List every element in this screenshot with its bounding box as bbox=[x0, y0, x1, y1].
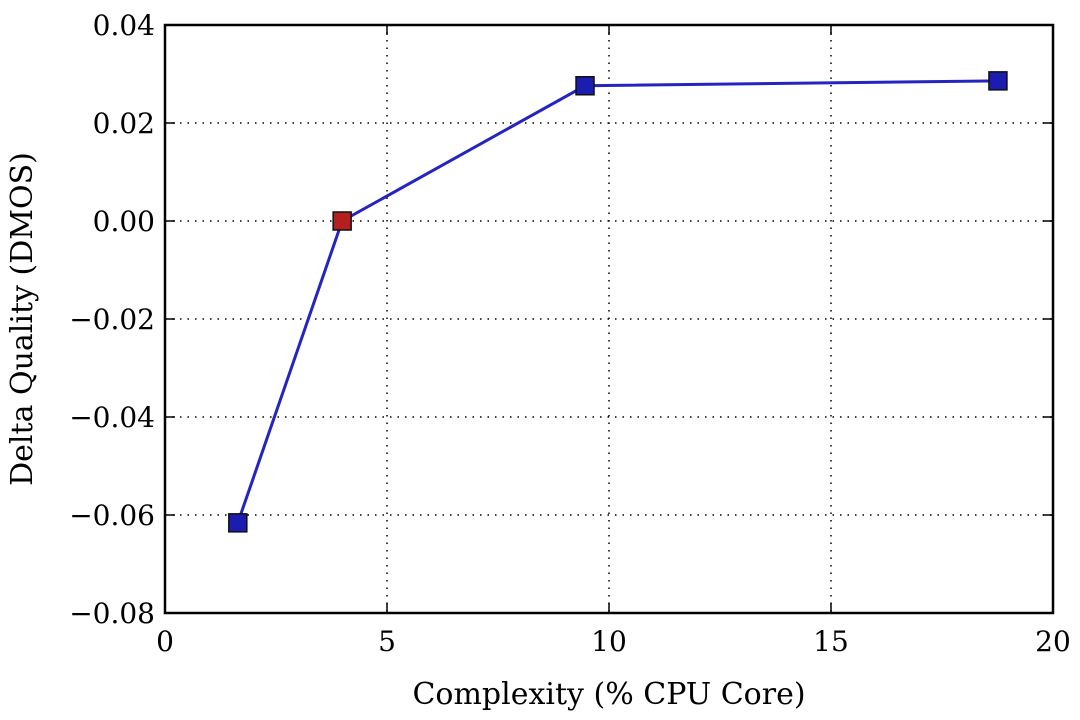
y-tick-label: −0.08 bbox=[69, 597, 155, 630]
x-tick-label: 20 bbox=[1035, 625, 1071, 658]
series bbox=[228, 71, 1008, 533]
data-point-marker bbox=[988, 71, 1008, 91]
data-point-marker bbox=[575, 76, 595, 96]
y-tick-label: 0.04 bbox=[93, 9, 155, 42]
x-tick-label: 5 bbox=[378, 625, 396, 658]
data-point-marker bbox=[332, 211, 352, 231]
data-point-marker bbox=[228, 513, 248, 533]
x-axis-label: Complexity (% CPU Core) bbox=[412, 677, 805, 712]
ticks: 0 5 10 15 20 −0.08 −0.06 −0.04 −0.02 0.00 0.02 0.04 bbox=[69, 9, 1071, 658]
y-tick-label: 0.02 bbox=[93, 107, 155, 140]
y-axis-label: Delta Quality (DMOS) bbox=[5, 152, 40, 486]
y-tick-label: −0.04 bbox=[69, 401, 155, 434]
y-tick-label: −0.02 bbox=[69, 303, 155, 336]
x-tick-label: 10 bbox=[591, 625, 627, 658]
y-tick-label: 0.00 bbox=[93, 205, 155, 238]
series-line bbox=[236, 79, 998, 524]
y-tick-label: −0.06 bbox=[69, 499, 155, 532]
x-tick-label: 0 bbox=[156, 625, 174, 658]
x-tick-label: 15 bbox=[813, 625, 849, 658]
grid bbox=[165, 25, 1053, 613]
